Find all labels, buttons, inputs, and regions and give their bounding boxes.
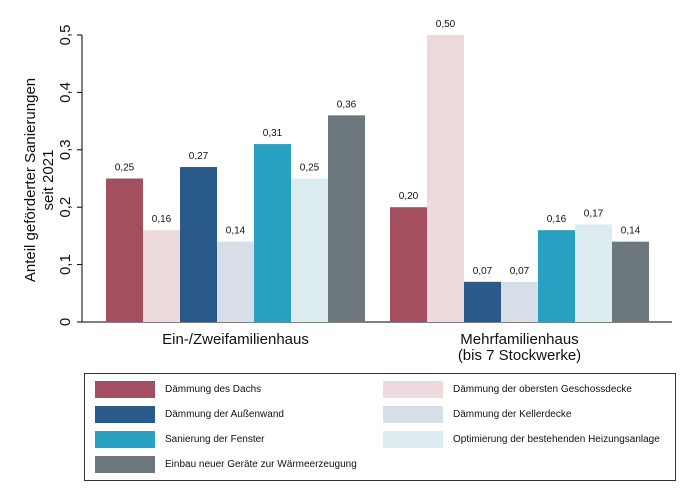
data-label: 0,14 bbox=[226, 226, 246, 237]
bar bbox=[143, 230, 180, 322]
legend-label: Einbau neuer Geräte zur Wärmeerzeugung bbox=[165, 459, 357, 470]
legend-swatch bbox=[383, 431, 443, 448]
legend-label: Dämmung der Außenwand bbox=[165, 409, 284, 420]
data-label: 0,50 bbox=[436, 19, 456, 30]
data-label: 0,20 bbox=[399, 191, 419, 202]
y-tick-label: 0,1 bbox=[57, 254, 74, 275]
data-label: 0,16 bbox=[152, 214, 172, 225]
category-label: Ein-/Zweifamilienhaus bbox=[162, 331, 309, 348]
category-label: Mehrfamilienhaus bbox=[460, 331, 578, 348]
legend-swatch bbox=[383, 381, 443, 398]
legend-swatch bbox=[95, 381, 155, 398]
bar bbox=[575, 224, 612, 322]
bar bbox=[501, 281, 538, 322]
bar bbox=[612, 241, 649, 322]
legend-item: Dämmung der Außenwand bbox=[95, 406, 284, 423]
bar bbox=[291, 178, 328, 322]
bars bbox=[106, 35, 649, 322]
bar bbox=[328, 115, 365, 322]
data-label: 0,25 bbox=[115, 163, 135, 174]
data-label: 0,25 bbox=[300, 163, 320, 174]
legend-item: Sanierung der Fenster bbox=[95, 431, 265, 448]
y-tick-label: 0,2 bbox=[57, 197, 74, 218]
axes: 0 0,1 0,2 0,3 0,4 0,5 Anteil geförderter Sanie… bbox=[22, 25, 672, 364]
y-axis-title: seit 2021 bbox=[40, 150, 57, 211]
legend-swatch bbox=[95, 456, 155, 473]
data-label: 0,36 bbox=[337, 99, 357, 110]
bar bbox=[464, 281, 501, 322]
bar bbox=[254, 144, 291, 322]
y-tick-label: 0,4 bbox=[57, 82, 74, 103]
bar bbox=[427, 35, 464, 322]
bar bbox=[106, 178, 143, 322]
data-label: 0,07 bbox=[510, 266, 530, 277]
legend-label: Sanierung der Fenster bbox=[165, 434, 265, 445]
legend-item: Optimierung der bestehenden Heizungsanla… bbox=[383, 431, 660, 448]
data-labels: 0,25 0,20 0,16 0,50 0,27 0,07 0,14 0,07 0,31 0,16… bbox=[115, 19, 641, 277]
legend-item: Einbau neuer Geräte zur Wärmeerzeugung bbox=[95, 456, 357, 473]
bar bbox=[217, 241, 254, 322]
data-label: 0,16 bbox=[547, 214, 567, 225]
legend-label: Dämmung der obersten Geschossdecke bbox=[453, 384, 632, 395]
y-tick-label: 0,5 bbox=[57, 25, 74, 46]
legend-label: Dämmung der Kellerdecke bbox=[453, 409, 572, 420]
legend-swatch bbox=[95, 431, 155, 448]
data-label: 0,17 bbox=[584, 208, 604, 219]
legend-swatch bbox=[383, 406, 443, 423]
legend-swatch bbox=[95, 406, 155, 423]
data-label: 0,27 bbox=[189, 151, 209, 162]
data-label: 0,07 bbox=[473, 266, 493, 277]
y-tick-label: 0 bbox=[57, 318, 74, 326]
bar bbox=[180, 167, 217, 322]
y-axis-title: Anteil geförderter Sanierungen bbox=[22, 78, 39, 282]
legend-item: Dämmung der Kellerdecke bbox=[383, 406, 571, 423]
bar bbox=[390, 207, 427, 322]
data-label: 0,31 bbox=[263, 128, 283, 139]
legend-item: Dämmung der obersten Geschossdecke bbox=[383, 381, 632, 398]
category-label: (bis 7 Stockwerke) bbox=[458, 347, 581, 364]
legend-label: Optimierung der bestehenden Heizungsanla… bbox=[453, 434, 660, 445]
bar bbox=[538, 230, 575, 322]
legend-label: Dämmung des Dachs bbox=[165, 384, 262, 395]
data-label: 0,14 bbox=[621, 226, 641, 237]
legend-item: Dämmung des Dachs bbox=[95, 381, 261, 398]
legend: Dämmung des Dachs Dämmung der obersten Ge… bbox=[84, 373, 676, 481]
y-tick-label: 0,3 bbox=[57, 139, 74, 160]
